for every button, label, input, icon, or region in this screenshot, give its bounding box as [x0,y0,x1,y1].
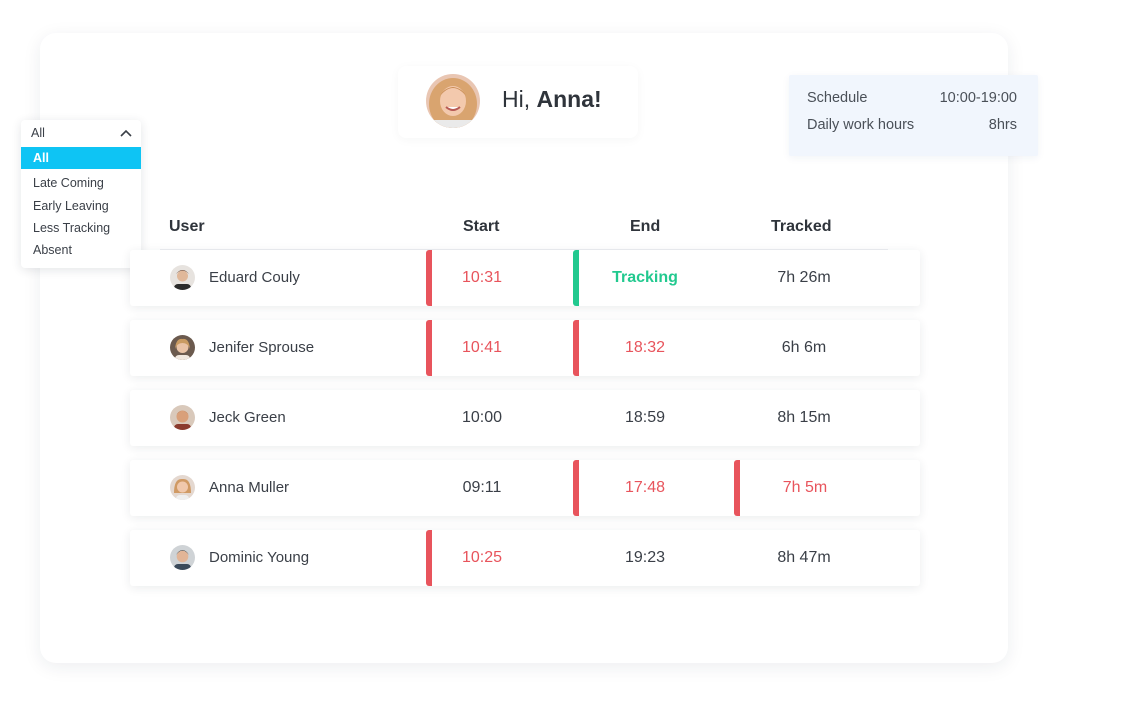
user-name: Eduard Couly [209,269,300,286]
greeting-text: Hi, Anna! [502,86,602,113]
filter-selected-value[interactable]: All [31,126,45,140]
greeting-prefix: Hi, [502,86,531,112]
avatar [170,335,195,360]
late-start-indicator [426,250,432,306]
early-leave-indicator [573,460,579,516]
early-leave-indicator [573,320,579,376]
schedule-value: 10:00-19:00 [939,90,1017,106]
table-row[interactable]: Jenifer Sprouse 10:41 18:32 6h 6m [130,320,920,376]
late-start-indicator [426,530,432,586]
start-time: 10:41 [461,339,503,356]
tracking-indicator [573,250,579,306]
avatar [170,405,195,430]
avatar [170,265,195,290]
work-hours-label: Daily work hours [807,117,915,133]
user-name: Jenifer Sprouse [209,339,315,356]
column-header-tracked[interactable]: Tracked [771,218,832,235]
end-time: Tracking [612,269,678,286]
start-time: 10:31 [461,269,503,286]
filter-option-absent[interactable]: Absent [33,243,72,257]
end-time: 17:48 [624,479,666,496]
avatar [170,545,195,570]
schedule-label: Schedule [807,90,868,106]
table-row[interactable]: Jeck Green 10:00 18:59 8h 15m [130,390,920,446]
table-header: User Start End Tracked [160,205,888,250]
user-name: Dominic Young [209,549,310,566]
chevron-up-icon[interactable] [119,128,133,138]
table-row[interactable]: Eduard Couly 10:31 Tracking 7h 26m [130,250,920,306]
less-tracking-indicator [734,460,740,516]
tracked-time: 6h 6m [781,339,827,356]
start-time: 10:25 [461,549,503,566]
filter-dropdown[interactable]: All All Late Coming Early Leaving Less T… [21,120,141,268]
tracked-time: 7h 5m [782,479,828,496]
user-avatar[interactable] [426,74,480,128]
user-name: Jeck Green [209,409,286,426]
late-start-indicator [426,320,432,376]
filter-option-early-leaving[interactable]: Early Leaving [33,199,109,213]
table-row[interactable]: Anna Muller 09:11 17:48 7h 5m [130,460,920,516]
tracked-time: 8h 47m [777,549,831,566]
greeting-name: Anna! [536,86,602,112]
table-row[interactable]: Dominic Young 10:25 19:23 8h 47m [130,530,920,586]
end-time: 18:32 [624,339,666,356]
end-time: 18:59 [624,409,666,426]
filter-option-less-tracking[interactable]: Less Tracking [33,221,111,235]
start-time: 09:11 [462,479,502,496]
schedule-card: Schedule 10:00-19:00 Daily work hours 8h… [789,75,1038,156]
tracked-time: 8h 15m [777,409,831,426]
column-header-end[interactable]: End [630,218,661,235]
schedule-row: Schedule 10:00-19:00 [807,90,1017,106]
filter-option-all[interactable]: All [21,147,141,169]
column-header-start[interactable]: Start [463,218,500,235]
column-header-user[interactable]: User [169,218,205,235]
start-time: 10:00 [461,409,503,426]
end-time: 19:23 [624,549,666,566]
greeting-card: Hi, Anna! [398,66,638,138]
tracked-time: 7h 26m [777,269,831,286]
work-hours-value: 8hrs [988,117,1017,133]
user-name: Anna Muller [209,479,290,496]
avatar [170,475,195,500]
work-hours-row: Daily work hours 8hrs [807,117,1017,133]
filter-option-late-coming[interactable]: Late Coming [33,176,104,190]
